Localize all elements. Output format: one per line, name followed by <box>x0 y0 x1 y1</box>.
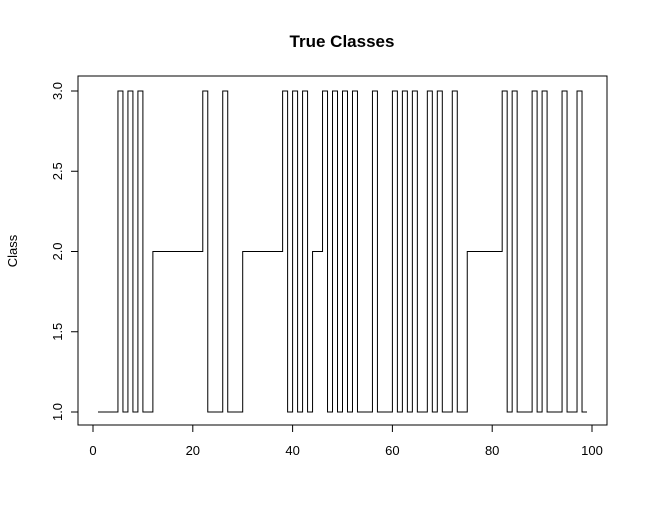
y-axis-label: Class <box>5 234 20 267</box>
y-tick-label: 3.0 <box>50 82 65 100</box>
x-tick-label: 80 <box>485 443 499 458</box>
y-tick-label: 1.0 <box>50 403 65 421</box>
y-tick-label: 2.0 <box>50 242 65 260</box>
x-tick-label: 60 <box>385 443 399 458</box>
x-axis: 0 20 40 60 80 100 <box>89 424 603 458</box>
x-tick-label: 40 <box>285 443 299 458</box>
x-tick-label: 100 <box>581 443 603 458</box>
x-tick-label: 20 <box>186 443 200 458</box>
x-tick-label: 0 <box>89 443 96 458</box>
chart-title: True Classes <box>290 32 395 51</box>
y-tick-label: 2.5 <box>50 162 65 180</box>
y-tick-label: 1.5 <box>50 323 65 341</box>
y-axis: 1.0 1.5 2.0 2.5 3.0 <box>50 82 79 421</box>
series-line <box>97 90 588 413</box>
series-group <box>97 90 588 413</box>
